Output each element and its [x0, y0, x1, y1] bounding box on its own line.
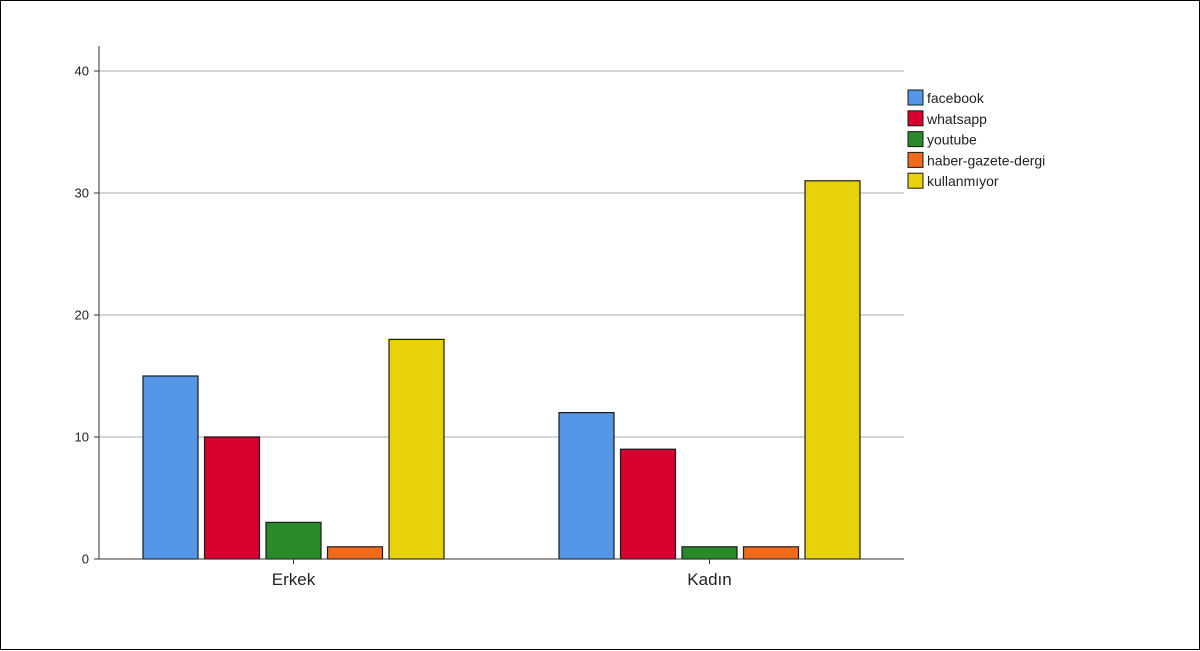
- category-label: Erkek: [272, 570, 316, 589]
- bar-haber-gazete-dergi-1: [742, 546, 800, 560]
- legend-label: facebook: [927, 90, 985, 106]
- legend-swatch: [907, 89, 924, 106]
- y-tick-label: 30: [75, 186, 89, 201]
- bar-kullanm-yor-0: [388, 338, 445, 560]
- bar-kullanm-yor-1: [804, 180, 861, 560]
- bar-whatsapp-0: [203, 436, 261, 560]
- y-axis-ticks: 0 10 20 30 40: [75, 64, 99, 567]
- bar-youtube-0: [265, 521, 322, 560]
- legend-swatch: [907, 131, 924, 148]
- y-tick-label: 0: [82, 552, 89, 567]
- y-tick-label: 10: [75, 430, 89, 445]
- legend-swatch: [907, 172, 924, 189]
- legend-label: kullanmıyor: [927, 173, 999, 189]
- legend-label: whatsapp: [926, 111, 987, 127]
- legend: facebook whatsapp youtube haber-gazete-derg…: [907, 89, 1045, 189]
- legend-label: haber-gazete-dergi: [927, 152, 1045, 168]
- bar-youtube-1: [681, 546, 738, 560]
- bar-facebook-1: [558, 412, 615, 560]
- bars: [142, 180, 861, 560]
- bar-facebook-0: [142, 375, 199, 560]
- y-tick-label: 20: [75, 308, 89, 323]
- bar-whatsapp-1: [619, 448, 677, 560]
- legend-swatch: [907, 110, 924, 127]
- gridlines: [99, 70, 904, 438]
- category-label: Kadın: [687, 570, 731, 589]
- legend-label: youtube: [927, 132, 977, 148]
- axes: [98, 46, 904, 560]
- bar-haber-gazete-dergi-0: [326, 546, 384, 560]
- x-axis-categories: Erkek Kadın: [272, 559, 732, 589]
- y-tick-label: 40: [75, 64, 89, 79]
- legend-swatch: [907, 151, 924, 168]
